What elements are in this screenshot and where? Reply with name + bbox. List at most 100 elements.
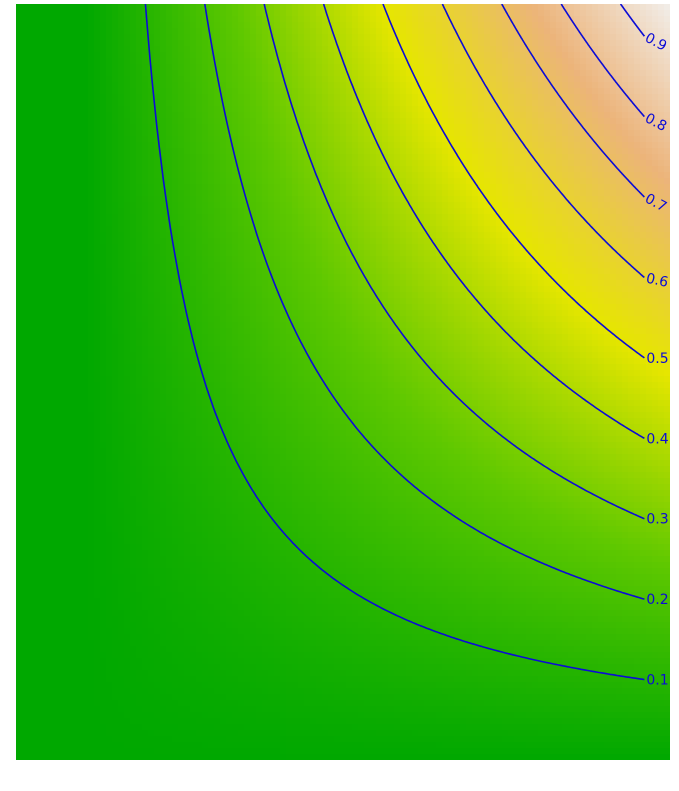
heat-cell bbox=[382, 88, 389, 95]
heat-cell bbox=[538, 226, 545, 233]
heat-cell bbox=[334, 28, 341, 35]
heat-cell bbox=[220, 70, 227, 77]
heat-cell bbox=[316, 196, 323, 203]
heat-cell bbox=[136, 28, 143, 35]
heat-cell bbox=[658, 136, 665, 143]
heat-cell bbox=[430, 118, 437, 125]
heat-cell bbox=[598, 208, 605, 215]
heat-cell bbox=[256, 82, 263, 89]
heat-cell bbox=[532, 208, 539, 215]
heat-cell bbox=[502, 184, 509, 191]
heat-cell bbox=[376, 220, 383, 227]
heat-cell bbox=[274, 46, 281, 53]
heat-cell bbox=[190, 244, 197, 251]
heat-cell bbox=[310, 40, 317, 47]
heat-cell bbox=[526, 118, 533, 125]
heat-cell bbox=[316, 202, 323, 209]
heat-cell bbox=[478, 82, 485, 89]
heat-cell bbox=[568, 94, 575, 101]
heat-cell bbox=[484, 250, 491, 257]
heat-cell bbox=[208, 226, 215, 233]
heat-cell bbox=[76, 160, 83, 167]
heat-cell bbox=[598, 112, 605, 119]
heat-cell bbox=[454, 64, 461, 71]
heat-cell bbox=[634, 64, 641, 71]
heat-cell bbox=[490, 22, 497, 29]
heat-cell bbox=[472, 58, 479, 65]
heat-cell bbox=[46, 220, 53, 227]
heat-cell bbox=[538, 268, 545, 275]
heat-cell bbox=[508, 94, 515, 101]
heat-cell bbox=[634, 46, 641, 53]
heat-cell bbox=[532, 262, 539, 269]
heat-cell bbox=[574, 202, 581, 209]
heat-cell bbox=[172, 196, 179, 203]
heat-cell bbox=[334, 226, 341, 233]
heat-cell bbox=[442, 94, 449, 101]
heat-cell bbox=[370, 244, 377, 251]
heat-cell bbox=[340, 178, 347, 185]
heat-cell bbox=[310, 262, 317, 269]
heat-cell bbox=[334, 184, 341, 191]
heat-cell bbox=[496, 160, 503, 167]
heat-cell bbox=[646, 4, 653, 11]
heat-cell bbox=[418, 232, 425, 239]
heat-cell bbox=[70, 142, 77, 149]
heat-cell bbox=[196, 196, 203, 203]
heat-cell bbox=[58, 100, 65, 107]
heat-cell bbox=[484, 34, 491, 41]
heat-cell bbox=[316, 58, 323, 65]
heat-cell bbox=[478, 94, 485, 101]
heat-cell bbox=[478, 10, 485, 17]
heat-cell bbox=[136, 154, 143, 161]
heat-cell bbox=[304, 10, 311, 17]
heat-cell bbox=[484, 178, 491, 185]
heat-cell bbox=[568, 136, 575, 143]
heat-cell bbox=[220, 22, 227, 29]
heat-cell bbox=[424, 4, 431, 11]
heat-cell bbox=[634, 184, 641, 191]
heat-cell bbox=[334, 112, 341, 119]
heat-cell bbox=[658, 46, 665, 53]
heat-cell bbox=[172, 70, 179, 77]
heat-cell bbox=[52, 196, 59, 203]
heat-cell bbox=[262, 184, 269, 191]
heat-cell bbox=[28, 112, 35, 119]
heat-cell bbox=[478, 16, 485, 23]
heat-cell bbox=[334, 106, 341, 113]
heat-cell bbox=[658, 196, 665, 203]
heat-cell bbox=[184, 124, 191, 131]
heat-cell bbox=[310, 112, 317, 119]
heat-cell bbox=[652, 100, 659, 107]
heat-cell bbox=[58, 178, 65, 185]
heat-cell bbox=[226, 160, 233, 167]
heat-cell bbox=[628, 52, 635, 59]
heat-cell bbox=[406, 250, 413, 257]
heat-cell bbox=[316, 142, 323, 149]
heat-cell bbox=[460, 112, 467, 119]
heat-cell bbox=[508, 112, 515, 119]
heat-cell bbox=[40, 202, 47, 209]
heat-cell bbox=[112, 10, 119, 17]
heat-cell bbox=[94, 256, 101, 263]
heat-cell bbox=[556, 274, 563, 281]
heat-cell bbox=[322, 46, 329, 53]
heat-cell bbox=[262, 148, 269, 155]
heat-cell bbox=[250, 214, 257, 221]
heat-cell bbox=[118, 166, 125, 173]
heat-cell bbox=[130, 190, 137, 197]
heat-cell bbox=[382, 52, 389, 59]
heat-cell bbox=[394, 100, 401, 107]
heat-cell bbox=[370, 88, 377, 95]
heat-cell bbox=[376, 40, 383, 47]
heat-cell bbox=[34, 22, 41, 29]
heat-cell bbox=[418, 52, 425, 59]
heat-cell bbox=[520, 256, 527, 263]
heat-cell bbox=[154, 274, 161, 281]
heat-cell bbox=[100, 94, 107, 101]
heat-cell bbox=[526, 256, 533, 263]
heat-cell bbox=[274, 148, 281, 155]
heat-cell bbox=[526, 106, 533, 113]
heat-cell bbox=[418, 262, 425, 269]
heat-cell bbox=[226, 268, 233, 275]
